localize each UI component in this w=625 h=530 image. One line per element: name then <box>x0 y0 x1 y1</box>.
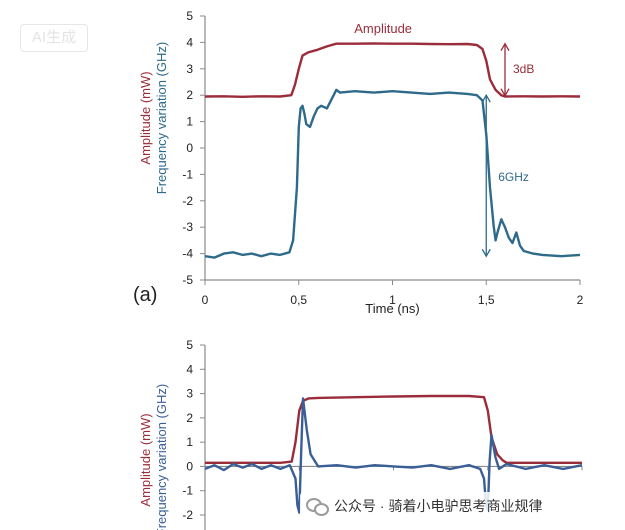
frequency-series-line <box>205 88 581 259</box>
x-tick-label: 2 <box>577 293 584 307</box>
y-tick-label: 2 <box>186 411 193 425</box>
amplitude-series-line <box>205 42 581 98</box>
x-tick-label: 1,5 <box>478 293 495 307</box>
y-tick-label: -2 <box>182 508 193 522</box>
y-tick-label: 5 <box>186 338 193 352</box>
footer-watermark-text: 公众号 · 骑着小电驴思考商业规律 <box>334 498 543 514</box>
freq-arrow-head-bottom <box>481 248 491 258</box>
y-tick-label: -1 <box>182 484 193 498</box>
y-tick-label: 1 <box>186 435 193 449</box>
amp-arrow-head-top <box>500 42 510 52</box>
amp-arrow-head-bottom <box>500 88 510 98</box>
x-tick-label: 0,5 <box>290 293 307 307</box>
y-axis-title-amplitude: Amplitude (mW) <box>138 71 153 164</box>
y-tick-label: 2 <box>186 88 193 102</box>
series-group <box>205 42 581 259</box>
x-axis-title: Time (ns) <box>365 301 419 316</box>
y-tick-label: 3 <box>186 387 193 401</box>
freq-arrow-head-top <box>481 93 491 103</box>
chart-panel-b: -2 -1 0 1 2 3 4 5 Amplitude (mW) Frequency variat… <box>138 338 583 530</box>
y-tick-label: 4 <box>186 35 193 49</box>
frequency-series-line <box>205 397 583 514</box>
y-tick-label: -5 <box>182 273 193 287</box>
y-tick-label: 0 <box>186 141 193 155</box>
ai-generated-badge: AI生成 <box>20 24 88 52</box>
y-tick-label: -2 <box>182 194 193 208</box>
amplitude-series-line <box>205 394 582 464</box>
y-tick-label: 1 <box>186 115 193 129</box>
y-tick-label: 3 <box>186 62 193 76</box>
freq-delta-label: 6GHz <box>498 170 529 184</box>
panel-label: (a) <box>133 284 157 306</box>
chart-panel-a: -5 -4 -3 -2 -1 0 1 2 3 4 5 0 0,5 1 1,5 2 Amplitude (mW) F… <box>133 9 584 316</box>
y-tick-label: -1 <box>182 167 193 181</box>
footer-watermark: 公众号 · 骑着小电驴思考商业规律 <box>300 492 549 520</box>
y-axis-title-amplitude: Amplitude (mW) <box>138 413 153 506</box>
y-tick-label: 0 <box>186 459 193 473</box>
series-group <box>205 394 583 514</box>
y-axis-title-frequency: Frequency variation (GHz) <box>154 42 169 194</box>
y-tick-label: 5 <box>186 9 193 23</box>
x-tick-label: 0 <box>202 293 209 307</box>
x-tick-label: 1 <box>389 293 396 307</box>
amplitude-annotation: Amplitude <box>354 21 412 36</box>
wechat-icon <box>306 497 329 516</box>
y-tick-label: 4 <box>186 362 193 376</box>
y-tick-label: -3 <box>182 220 193 234</box>
amp-delta-label: 3dB <box>513 62 534 76</box>
y-axis-title-frequency: Frequency variation (GHz) <box>154 384 169 530</box>
y-tick-label: -4 <box>182 247 193 261</box>
